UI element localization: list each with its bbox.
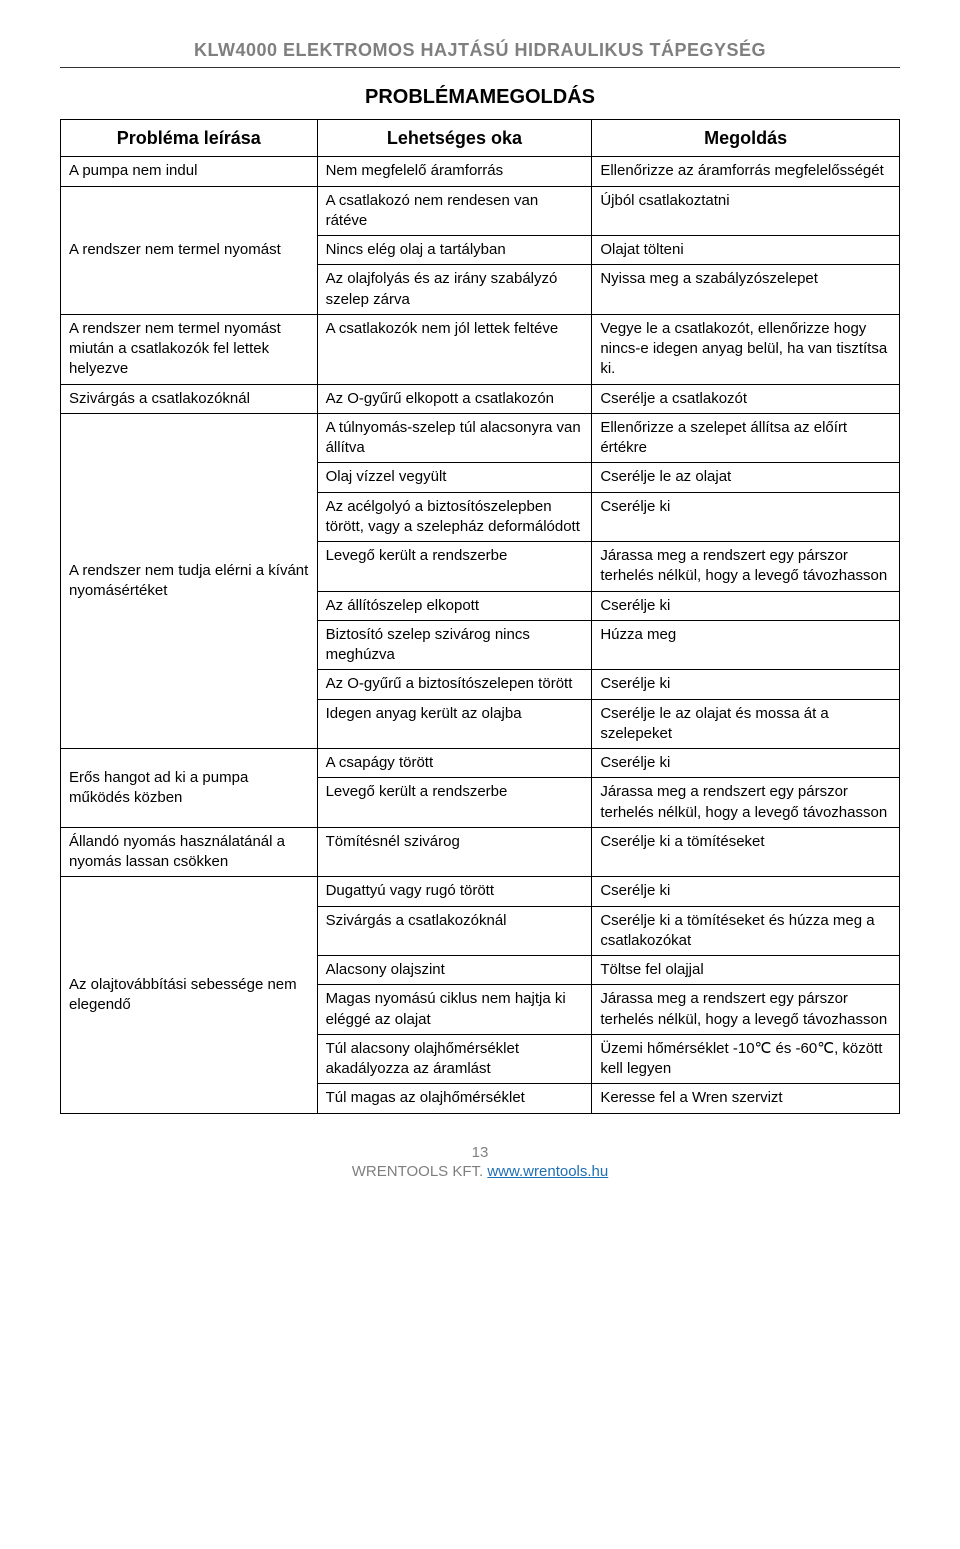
cell-cause: A túlnyomás-szelep túl alacsonyra van ál… <box>317 413 592 463</box>
page-footer: 13 WRENTOOLS KFT. www.wrentools.hu <box>60 1144 900 1180</box>
cell-cause: Levegő került a rendszerbe <box>317 778 592 828</box>
cell-solution: Húzza meg <box>592 620 900 670</box>
cell-problem: A pumpa nem indul <box>61 157 318 186</box>
cell-cause: Az acélgolyó a biztosítószelepben törött… <box>317 492 592 542</box>
table-row: Az olajtovábbítási sebessége nem elegend… <box>61 877 900 906</box>
col-problem: Probléma leírása <box>61 120 318 157</box>
cell-cause: Nem megfelelő áramforrás <box>317 157 592 186</box>
cell-solution: Cserélje le az olajat és mossa át a szel… <box>592 699 900 749</box>
cell-solution: Cserélje le az olajat <box>592 463 900 492</box>
cell-cause: Biztosító szelep szivárog nincs meghúzva <box>317 620 592 670</box>
cell-solution: Olajat tölteni <box>592 236 900 265</box>
footer-company: WRENTOOLS KFT. <box>352 1163 488 1180</box>
cell-problem: Erős hangot ad ki a pumpa működés közben <box>61 749 318 828</box>
cell-cause: Olaj vízzel vegyült <box>317 463 592 492</box>
cell-solution: Járassa meg a rendszert egy párszor terh… <box>592 985 900 1035</box>
table-row: Erős hangot ad ki a pumpa működés közben… <box>61 749 900 778</box>
troubleshooting-table: Probléma leírása Lehetséges oka Megoldás… <box>60 119 900 1114</box>
cell-cause: Túl alacsony olajhőmérséklet akadályozza… <box>317 1034 592 1084</box>
cell-solution: Cserélje ki <box>592 591 900 620</box>
cell-problem: A rendszer nem termel nyomást miután a c… <box>61 314 318 384</box>
cell-problem: A rendszer nem termel nyomást <box>61 186 318 314</box>
cell-solution: Újból csatlakoztatni <box>592 186 900 236</box>
cell-solution: Cserélje ki <box>592 492 900 542</box>
cell-solution: Ellenőrizze a szelepet állítsa az előírt… <box>592 413 900 463</box>
table-row: A rendszer nem termel nyomást miután a c… <box>61 314 900 384</box>
cell-problem: Szivárgás a csatlakozóknál <box>61 384 318 413</box>
table-row: Állandó nyomás használatánál a nyomás la… <box>61 827 900 877</box>
cell-problem: Állandó nyomás használatánál a nyomás la… <box>61 827 318 877</box>
cell-cause: Tömítésnél szivárog <box>317 827 592 877</box>
table-row: A rendszer nem tudja elérni a kívánt nyo… <box>61 413 900 463</box>
cell-solution: Cserélje ki a tömítéseket és húzza meg a… <box>592 906 900 956</box>
cell-solution: Cserélje ki a tömítéseket <box>592 827 900 877</box>
page-number: 13 <box>60 1144 900 1161</box>
cell-cause: Alacsony olajszint <box>317 956 592 985</box>
cell-solution: Cserélje ki <box>592 749 900 778</box>
cell-solution: Cserélje ki <box>592 877 900 906</box>
cell-cause: Magas nyomású ciklus nem hajtja ki elégg… <box>317 985 592 1035</box>
cell-cause: Dugattyú vagy rugó törött <box>317 877 592 906</box>
cell-solution: Járassa meg a rendszert egy párszor terh… <box>592 778 900 828</box>
cell-cause: Az O-gyűrű elkopott a csatlakozón <box>317 384 592 413</box>
cell-solution: Keresse fel a Wren szervizt <box>592 1084 900 1113</box>
cell-solution: Járassa meg a rendszert egy párszor terh… <box>592 542 900 592</box>
cell-solution: Üzemi hőmérséklet -10℃ és -60℃, között k… <box>592 1034 900 1084</box>
cell-solution: Nyissa meg a szabályzószelepet <box>592 265 900 315</box>
cell-cause: Az olajfolyás és az irány szabályzó szel… <box>317 265 592 315</box>
cell-problem: A rendszer nem tudja elérni a kívánt nyo… <box>61 413 318 748</box>
section-title: PROBLÉMAMEGOLDÁS <box>60 86 900 109</box>
col-solution: Megoldás <box>592 120 900 157</box>
cell-cause: A csatlakozók nem jól lettek feltéve <box>317 314 592 384</box>
cell-solution: Vegye le a csatlakozót, ellenőrizze hogy… <box>592 314 900 384</box>
header-divider <box>60 67 900 68</box>
cell-problem: Az olajtovábbítási sebessége nem elegend… <box>61 877 318 1113</box>
cell-cause: Nincs elég olaj a tartályban <box>317 236 592 265</box>
cell-cause: A csatlakozó nem rendesen van rátéve <box>317 186 592 236</box>
cell-cause: A csapágy törött <box>317 749 592 778</box>
cell-solution: Cserélje ki <box>592 670 900 699</box>
cell-cause: Levegő került a rendszerbe <box>317 542 592 592</box>
cell-cause: Az O-gyűrű a biztosítószelepen törött <box>317 670 592 699</box>
table-header-row: Probléma leírása Lehetséges oka Megoldás <box>61 120 900 157</box>
cell-solution: Töltse fel olajjal <box>592 956 900 985</box>
cell-solution: Cserélje a csatlakozót <box>592 384 900 413</box>
table-row: Szivárgás a csatlakozóknálAz O-gyűrű elk… <box>61 384 900 413</box>
footer-url[interactable]: www.wrentools.hu <box>487 1163 608 1180</box>
cell-cause: Idegen anyag került az olajba <box>317 699 592 749</box>
cell-cause: Túl magas az olajhőmérséklet <box>317 1084 592 1113</box>
doc-title: KLW4000 ELEKTROMOS HAJTÁSÚ HIDRAULIKUS T… <box>60 40 900 61</box>
col-cause: Lehetséges oka <box>317 120 592 157</box>
table-row: A rendszer nem termel nyomástA csatlakoz… <box>61 186 900 236</box>
cell-cause: Az állítószelep elkopott <box>317 591 592 620</box>
cell-cause: Szivárgás a csatlakozóknál <box>317 906 592 956</box>
table-row: A pumpa nem indulNem megfelelő áramforrá… <box>61 157 900 186</box>
cell-solution: Ellenőrizze az áramforrás megfelelősségé… <box>592 157 900 186</box>
